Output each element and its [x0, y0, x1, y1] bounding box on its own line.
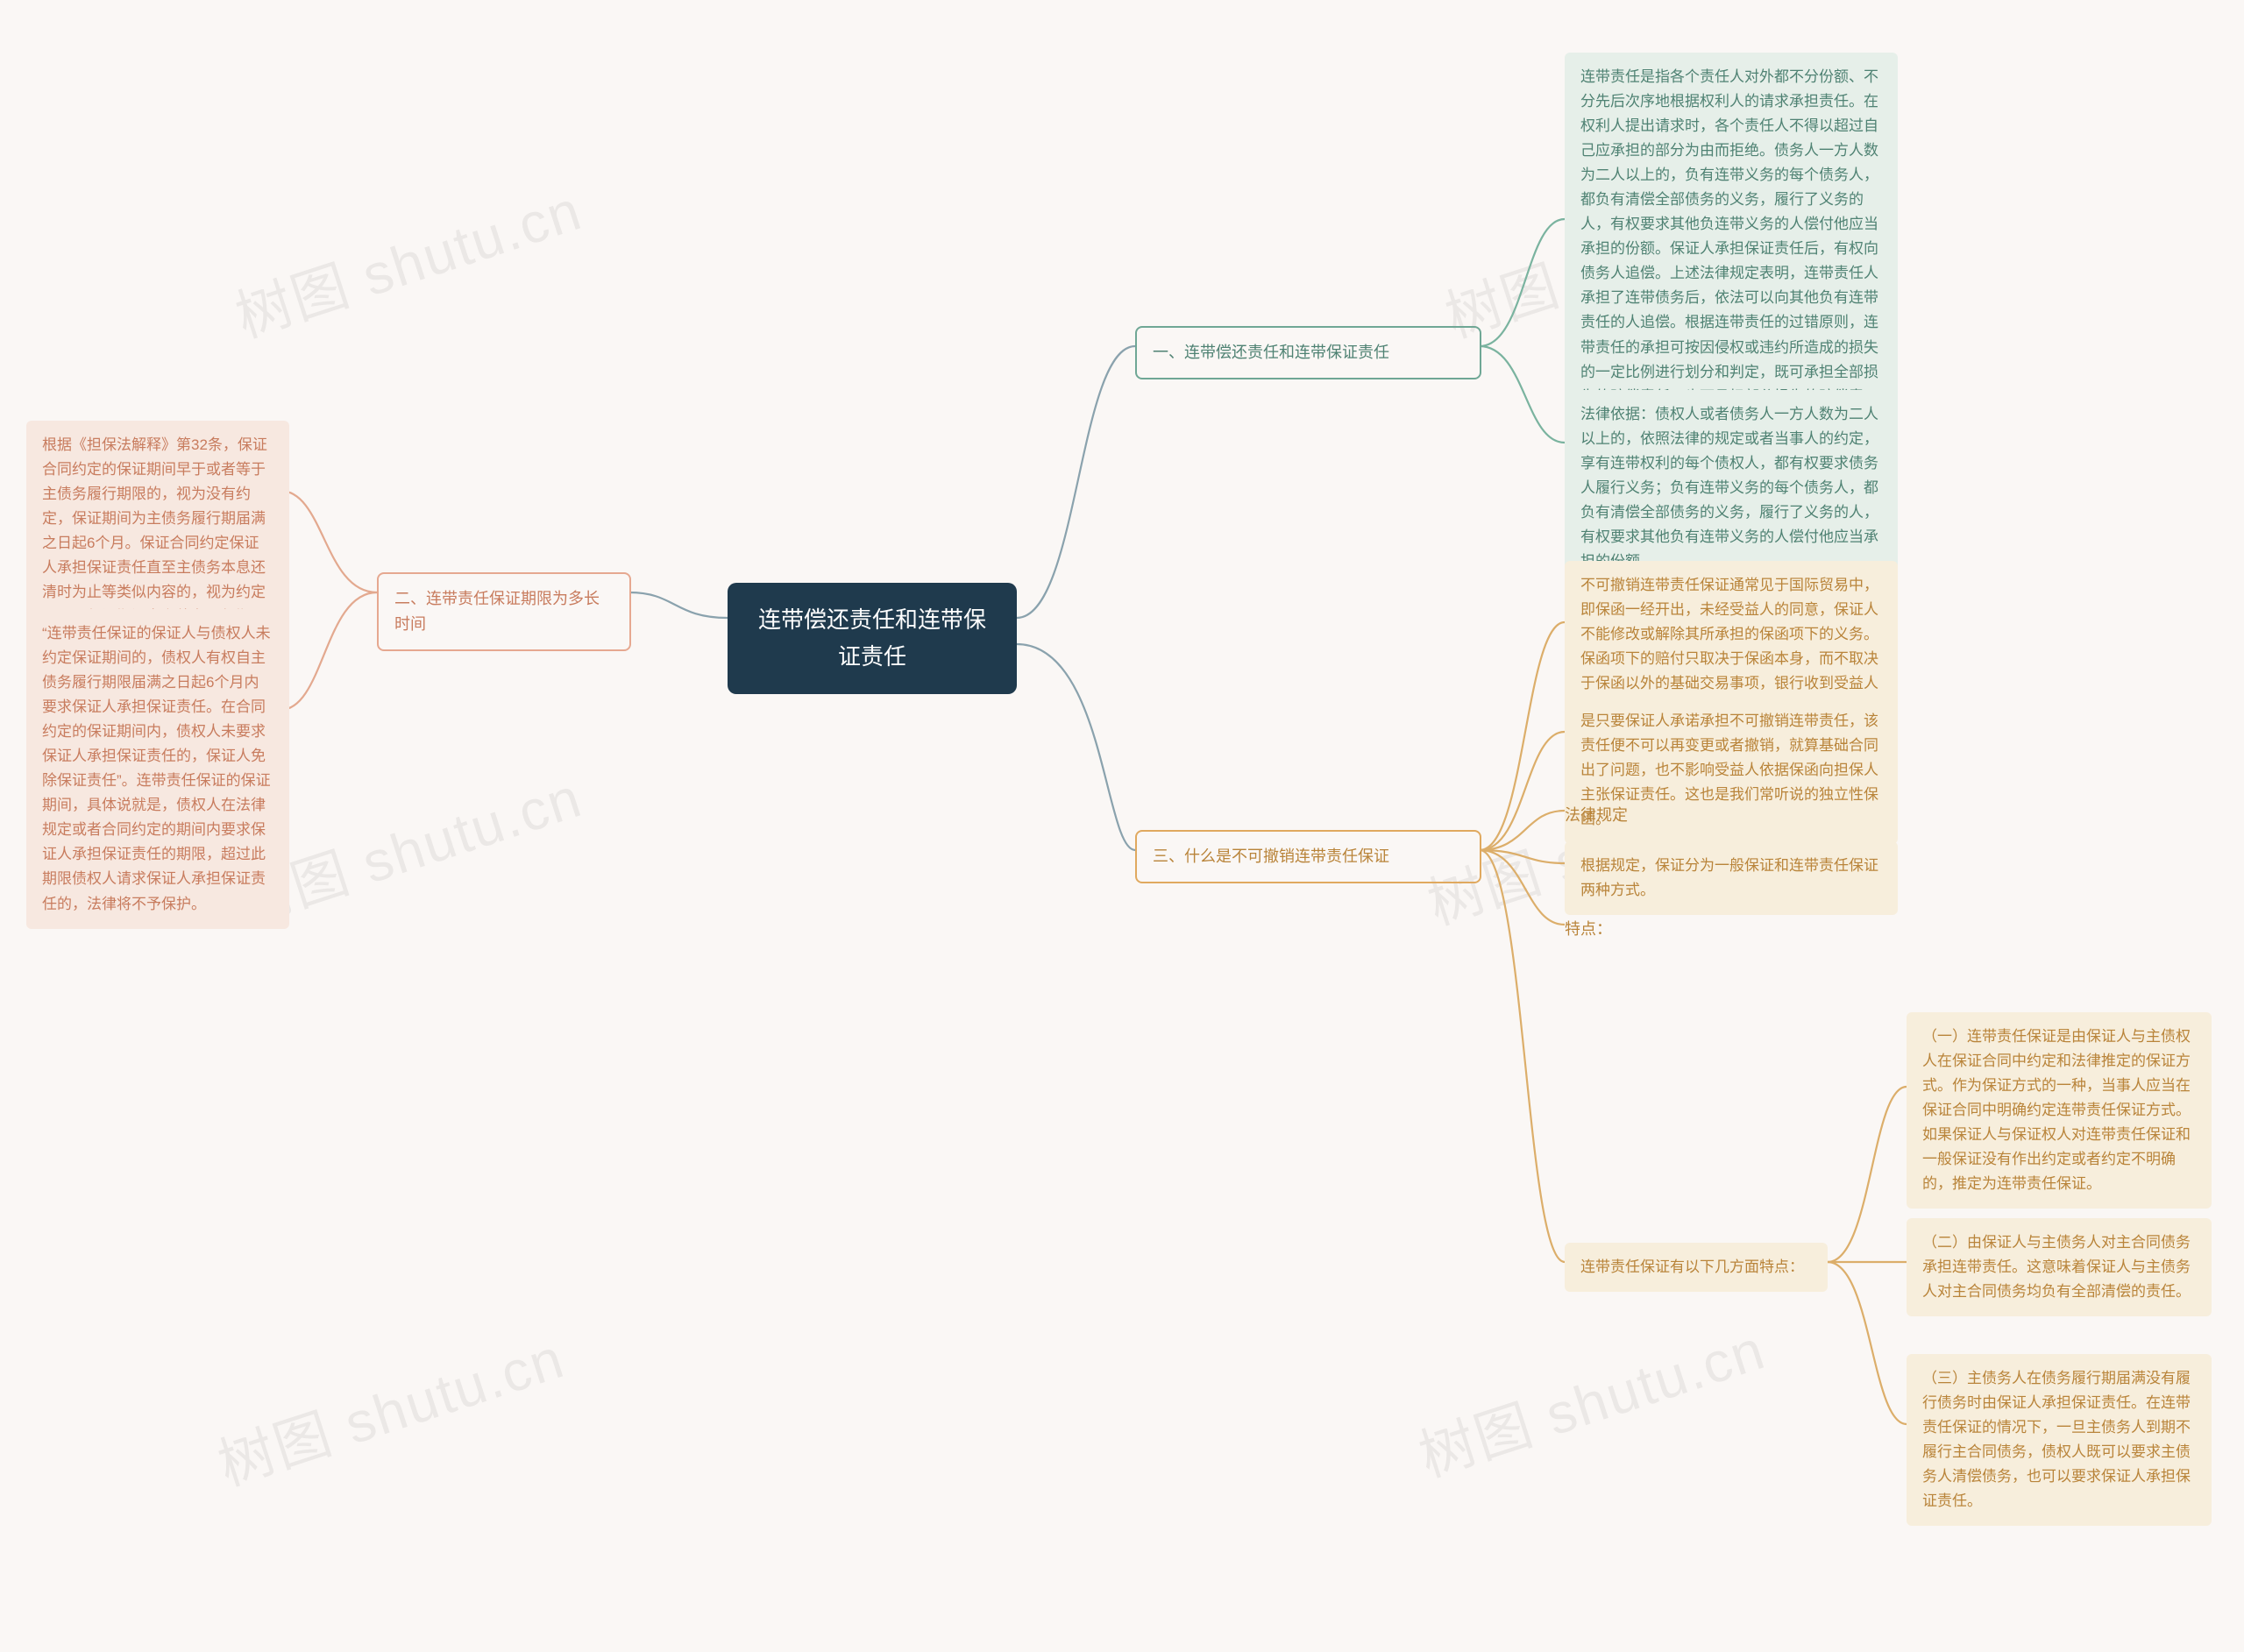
branch-3-sub-a[interactable]: （一）连带责任保证是由保证人与主债权人在保证合同中约定和法律推定的保证方式。作为… [1907, 1012, 2212, 1209]
branch-1-leaf-b[interactable]: 法律依据：债权人或者债务人一方人数为二人以上的，依照法律的规定或者当事人的约定，… [1565, 390, 1898, 586]
watermark: 树图 shutu.cn [207, 1314, 573, 1501]
branch-3-leaf-c[interactable]: 法律规定 [1565, 798, 1628, 833]
branch-3[interactable]: 三、什么是不可撤销连带责任保证 [1135, 830, 1481, 883]
watermark: 树图 shutu.cn [1408, 1305, 1774, 1492]
root-node[interactable]: 连带偿还责任和连带保证责任 [728, 583, 1017, 694]
branch-1[interactable]: 一、连带偿还责任和连带保证责任 [1135, 326, 1481, 379]
branch-3-sub-c[interactable]: （三）主债务人在债务履行期届满没有履行债务时由保证人承担保证责任。在连带责任保证… [1907, 1354, 2212, 1526]
branch-2-leaf-b[interactable]: “连带责任保证的保证人与债权人未约定保证期间的，债权人有权自主债务履行期限届满之… [26, 609, 289, 929]
branch-2[interactable]: 二、连带责任保证期限为多长时间 [377, 572, 631, 651]
branch-3-leaf-d[interactable]: 根据规定，保证分为一般保证和连带责任保证两种方式。 [1565, 841, 1898, 915]
branch-3-sub[interactable]: 连带责任保证有以下几方面特点： [1565, 1243, 1828, 1292]
branch-3-leaf-e[interactable]: 特点： [1565, 911, 1612, 947]
mindmap-canvas: 树图 shutu.cn 树图 shutu.cn 树图 shutu.cn 树图 s… [0, 0, 2244, 1652]
branch-1-leaf-a[interactable]: 连带责任是指各个责任人对外都不分份额、不分先后次序地根据权利人的请求承担责任。在… [1565, 53, 1898, 446]
branch-3-sub-b[interactable]: （二）由保证人与主债务人对主合同债务承担连带责任。这意味着保证人与主债务人对主合… [1907, 1218, 2212, 1316]
watermark: 树图 shutu.cn [224, 166, 591, 353]
